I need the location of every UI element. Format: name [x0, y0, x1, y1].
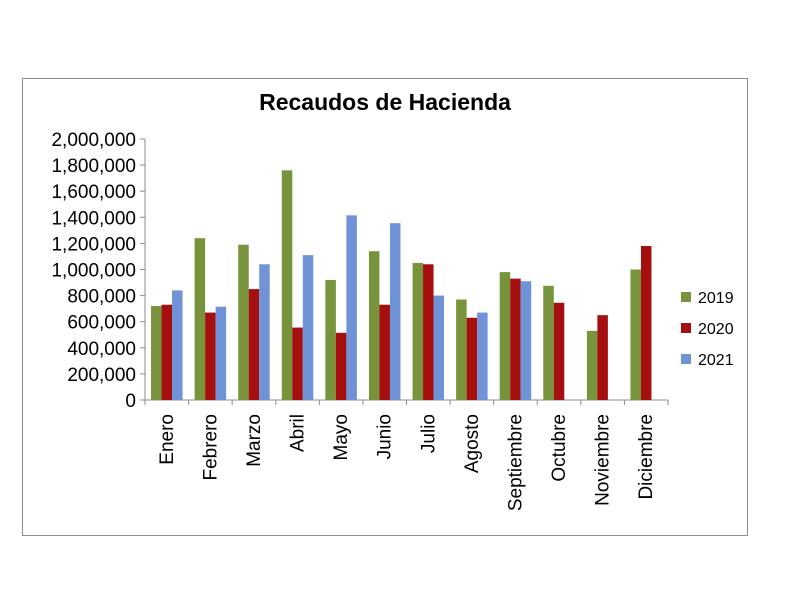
legend: 2019 2020 2021	[681, 290, 734, 369]
y-tick-label: 2,000,000	[51, 130, 136, 151]
bar-2020-Septiembre	[510, 278, 521, 400]
x-tick-label: Noviembre	[593, 414, 614, 506]
bar-2019-Octubre	[543, 285, 554, 400]
bars	[151, 170, 652, 400]
y-tick-label: 800,000	[67, 287, 136, 308]
x-tick-label: Febrero	[200, 414, 221, 481]
legend-swatch-2019	[681, 292, 691, 302]
bar-2021-Septiembre	[520, 281, 532, 400]
y-tick-label: 1,600,000	[51, 182, 136, 203]
bar-2020-Abril	[292, 327, 303, 400]
axes	[140, 138, 669, 405]
bar-2021-Junio	[389, 223, 401, 400]
y-tick-label: 600,000	[67, 313, 136, 334]
x-tick-label: Abril	[288, 414, 309, 452]
legend-swatch-2021	[681, 354, 691, 364]
y-tick-label: 0	[125, 391, 136, 412]
bar-2019-Noviembre	[586, 330, 598, 400]
bar-2019-Agosto	[456, 299, 467, 400]
bar-2020-Mayo	[335, 332, 347, 400]
bar-2019-Junio	[368, 251, 380, 400]
bar-2019-Diciembre	[630, 269, 641, 400]
bar-2020-Diciembre	[640, 246, 652, 400]
bar-2020-Octubre	[553, 302, 565, 400]
y-tick-label: 200,000	[67, 365, 136, 386]
bar-2021-Abril	[302, 255, 314, 400]
bar-2020-Junio	[379, 304, 390, 400]
y-tick-label: 1,200,000	[51, 234, 136, 255]
bar-2021-Mayo	[346, 215, 357, 400]
y-tick-label: 400,000	[67, 339, 136, 360]
chart-title: Recaudos de Hacienda	[259, 89, 511, 115]
legend-label: 2019	[698, 290, 734, 307]
bar-2020-Marzo	[248, 289, 260, 400]
bar-2020-Julio	[423, 264, 434, 400]
x-tick-label: Julio	[418, 414, 439, 453]
x-tick-label: Mayo	[331, 414, 352, 460]
x-tick-label: Enero	[157, 414, 178, 465]
bar-2021-Marzo	[259, 264, 270, 400]
y-tick-label: 1,800,000	[51, 156, 136, 177]
bar-2021-Enero	[172, 290, 183, 400]
y-tick-label: 1,000,000	[51, 261, 136, 282]
x-tick-label: Septiembre	[505, 414, 526, 511]
bar-2019-Septiembre	[499, 272, 511, 400]
bar-2020-Enero	[161, 304, 173, 400]
x-tick-label: Octubre	[549, 414, 570, 482]
legend-label: 2020	[698, 321, 734, 338]
legend-label: 2021	[698, 352, 734, 369]
x-tick-label: Marzo	[244, 414, 265, 467]
bar-2019-Julio	[412, 262, 424, 400]
bar-2019-Febrero	[194, 238, 206, 400]
bar-2021-Julio	[433, 295, 445, 400]
bar-2021-Febrero	[215, 306, 227, 400]
legend-swatch-2020	[681, 323, 691, 333]
bar-2020-Febrero	[205, 312, 216, 400]
y-tick-label: 1,400,000	[51, 208, 136, 229]
tick-labels: 0 200,000 400,000 600,000 800,000 1,000,000 1,…	[51, 130, 657, 511]
bar-2019-Enero	[151, 306, 162, 400]
bar-2019-Marzo	[238, 244, 249, 400]
bar-2020-Noviembre	[597, 315, 608, 400]
x-tick-label: Junio	[375, 414, 396, 459]
x-tick-label: Agosto	[462, 414, 483, 473]
bar-2019-Abril	[281, 170, 293, 400]
bar-2020-Agosto	[466, 317, 478, 400]
x-tick-label: Diciembre	[636, 414, 657, 500]
bar-2019-Mayo	[325, 279, 336, 400]
bar-2021-Agosto	[477, 312, 488, 400]
